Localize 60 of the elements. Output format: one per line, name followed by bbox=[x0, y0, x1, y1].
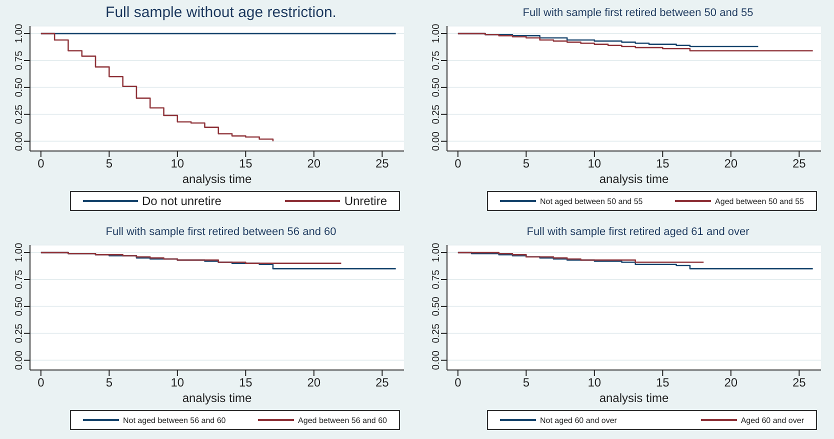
x-axis-title: analysis time bbox=[599, 391, 670, 405]
y-tick-label: 0.75 bbox=[14, 50, 25, 70]
x-tick-label: 0 bbox=[454, 156, 462, 171]
x-tick-label: 25 bbox=[792, 156, 806, 171]
x-tick-label: 25 bbox=[375, 376, 390, 390]
x-tick-label: 5 bbox=[106, 156, 113, 171]
x-axis-title: analysis time bbox=[182, 391, 252, 405]
x-axis-title: analysis time bbox=[182, 172, 252, 186]
y-tick-label: 0.00 bbox=[431, 131, 442, 152]
chart-title: Full sample without age restriction. bbox=[104, 4, 338, 22]
y-tick-label: 0.00 bbox=[14, 350, 25, 370]
x-tick-label: 15 bbox=[238, 376, 253, 390]
x-tick-label: 0 bbox=[38, 156, 45, 171]
legend-label: Not aged between 50 and 55 bbox=[540, 196, 643, 206]
x-tick-label: 0 bbox=[454, 376, 462, 390]
y-tick-label: 0.25 bbox=[14, 323, 25, 344]
chart-title: Full with sample first retired between 50 and 55 bbox=[522, 6, 754, 21]
y-tick-label: 1.00 bbox=[431, 23, 442, 44]
x-tick-label: 20 bbox=[724, 156, 738, 171]
legend-label: Aged 60 and over bbox=[740, 416, 804, 424]
x-tick-label: 5 bbox=[106, 376, 113, 390]
y-tick-label: 0.50 bbox=[14, 77, 25, 98]
x-tick-label: 10 bbox=[588, 156, 602, 171]
x-tick-label: 15 bbox=[656, 376, 670, 390]
y-tick-label: 1.00 bbox=[14, 23, 25, 44]
y-tick-label: 0.00 bbox=[431, 350, 442, 370]
legend-label: Aged between 56 and 60 bbox=[298, 416, 387, 424]
y-tick-label: 1.00 bbox=[431, 242, 442, 262]
x-tick-label: 25 bbox=[792, 376, 806, 390]
x-tick-label: 10 bbox=[170, 156, 184, 171]
chart-title: Full with sample first retired aged 61 and over bbox=[526, 225, 750, 240]
y-tick-label: 1.00 bbox=[14, 242, 25, 262]
legend-label: Not aged 60 and over bbox=[540, 416, 617, 424]
y-tick-label: 0.00 bbox=[14, 131, 25, 152]
x-tick-label: 20 bbox=[724, 376, 738, 390]
x-tick-label: 15 bbox=[656, 156, 670, 171]
x-tick-label: 25 bbox=[375, 156, 390, 171]
y-tick-label: 0.25 bbox=[431, 323, 442, 344]
x-tick-label: 15 bbox=[238, 156, 253, 171]
x-axis-title: analysis time bbox=[599, 172, 670, 186]
y-tick-label: 0.50 bbox=[14, 296, 25, 316]
y-tick-label: 0.75 bbox=[431, 50, 442, 70]
x-tick-label: 20 bbox=[307, 376, 321, 390]
x-tick-label: 0 bbox=[38, 376, 45, 390]
chart-title: Full with sample first retired between 56 and 60 bbox=[104, 225, 338, 240]
y-tick-label: 0.75 bbox=[431, 269, 442, 290]
x-tick-label: 20 bbox=[307, 156, 321, 171]
y-tick-label: 0.50 bbox=[431, 296, 442, 316]
x-tick-label: 5 bbox=[522, 156, 530, 171]
legend-label: Unretire bbox=[344, 194, 387, 208]
legend-label: Aged between 50 and 55 bbox=[715, 196, 804, 206]
legend-label: Do not unretire bbox=[142, 194, 222, 208]
x-tick-label: 10 bbox=[170, 376, 184, 390]
x-tick-label: 10 bbox=[588, 376, 602, 390]
x-tick-label: 5 bbox=[522, 376, 530, 390]
y-tick-label: 0.50 bbox=[431, 77, 442, 98]
y-tick-label: 0.75 bbox=[14, 269, 25, 290]
y-tick-label: 0.25 bbox=[431, 104, 442, 124]
y-tick-label: 0.25 bbox=[14, 104, 25, 124]
legend-label: Not aged between 56 and 60 bbox=[123, 416, 226, 424]
